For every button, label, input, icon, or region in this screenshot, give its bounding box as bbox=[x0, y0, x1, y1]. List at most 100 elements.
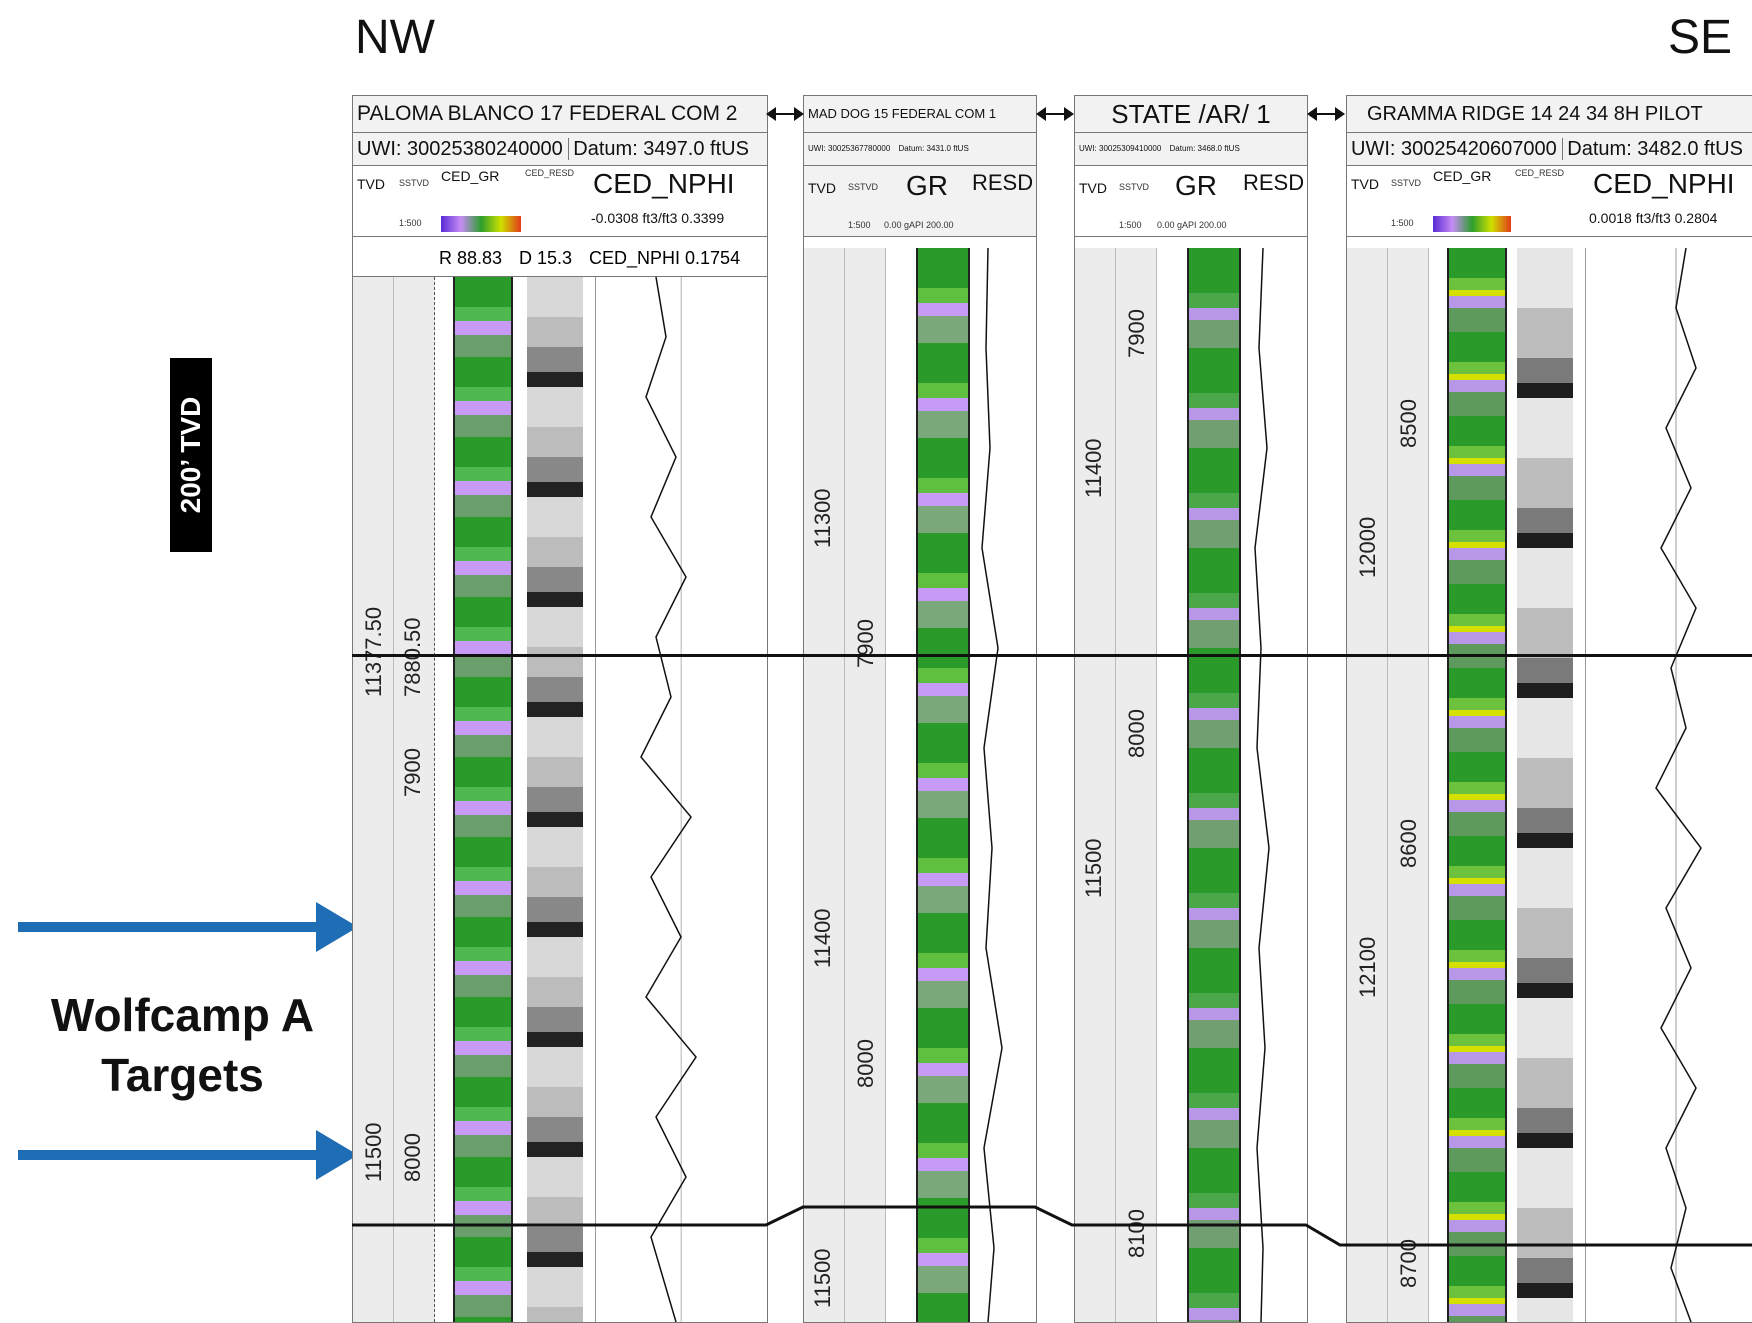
log-tracks: 11400 11500 7900 8000 8100 bbox=[1075, 247, 1307, 1322]
sstvd-track-label: SSTVD bbox=[848, 182, 879, 192]
well-uwi-datum: UWI: 30025309410000 Datum: 3468.0 ftUS bbox=[1075, 133, 1307, 166]
target-arrow-lower bbox=[18, 1130, 358, 1180]
sstvd-track-label: SSTVD bbox=[1119, 182, 1150, 192]
readout-res: D 15.3 bbox=[519, 248, 573, 268]
res-curve bbox=[1254, 247, 1270, 1322]
depth-scale-label: 1:500 bbox=[848, 220, 871, 230]
gr-log-track bbox=[916, 248, 970, 1322]
tvd-track-label: TVD bbox=[1079, 180, 1107, 196]
track-header-row: TVD SSTVD 1:500 CED_GR CED_RESD CED_NPHI… bbox=[353, 166, 767, 237]
tvd-track-label: TVD bbox=[808, 180, 836, 196]
well-connector bbox=[766, 107, 804, 121]
tvd-tick-label: 11377.50 bbox=[361, 606, 386, 697]
well-uwi: UWI: 30025380240000 bbox=[357, 138, 563, 160]
tvd-tick-label: 11500 bbox=[361, 1122, 386, 1182]
well-uwi: UWI: 30025367780000 bbox=[808, 144, 891, 153]
tvd-scale-bar: 200’ TVD bbox=[170, 358, 212, 552]
log-tracks: 11300 11400 11500 7900 8000 bbox=[804, 247, 1036, 1322]
well-panel-gramma-ridge[interactable]: GRAMMA RIDGE 14 24 34 8H PILOT UWI: 3002… bbox=[1346, 95, 1752, 1323]
well-name: STATE /AR/ 1 bbox=[1075, 96, 1307, 133]
target-label-line1: Wolfcamp A bbox=[50, 989, 315, 1041]
gr-color-scale bbox=[441, 216, 521, 232]
track-header-row: TVD SSTVD 1:500 CED_GR CED_RESD CED_NPHI… bbox=[1347, 166, 1752, 237]
correlation-top-lower bbox=[352, 1205, 1752, 1247]
sstvd-tick-label: 8600 bbox=[1396, 819, 1421, 868]
log-tracks: 11377.50 11500 7880.50 7900 8000 bbox=[353, 276, 767, 1322]
gr-track-label: GR bbox=[906, 170, 948, 201]
gr-log-track bbox=[1447, 248, 1507, 1322]
gr-log-track bbox=[1187, 248, 1241, 1322]
nphi-curve bbox=[1655, 247, 1702, 1322]
wolfcamp-target-label: Wolfcamp A Targets bbox=[20, 985, 345, 1105]
res-track-label: RESD bbox=[1243, 170, 1305, 195]
nphi-range-label: -0.0308 ft3/ft3 0.3399 bbox=[591, 210, 725, 226]
gr-track-label: CED_GR bbox=[1433, 168, 1492, 184]
gr-track-label: CED_GR bbox=[441, 168, 500, 184]
tvd-depth-track: 11377.50 11500 bbox=[353, 277, 394, 1322]
nphi-log-track bbox=[595, 276, 767, 1322]
depth-scale-label: 1:500 bbox=[1391, 218, 1414, 228]
target-label-line2: Targets bbox=[101, 1049, 264, 1101]
sstvd-tick-label: 7900 bbox=[1124, 309, 1149, 358]
cursor-readout: R 88.83 D 15.3 CED_NPHI 0.1754 bbox=[353, 248, 767, 277]
well-uwi: UWI: 30025309410000 bbox=[1079, 144, 1162, 153]
res-track-label: RESD bbox=[972, 170, 1034, 195]
direction-nw-label: NW bbox=[355, 11, 435, 64]
well-datum: Datum: 3468.0 ftUS bbox=[1169, 144, 1240, 153]
tvd-tick-label: 11400 bbox=[810, 908, 835, 968]
nphi-track-label: CED_NPHI bbox=[1593, 168, 1735, 199]
tvd-track-label: TVD bbox=[357, 176, 385, 192]
sstvd-depth-track: 7900 8000 8100 bbox=[1116, 248, 1157, 1322]
depth-scale-label: 1:500 bbox=[399, 218, 422, 228]
sstvd-tick-label: 8000 bbox=[1124, 709, 1149, 758]
tvd-tick-label: 12100 bbox=[1355, 936, 1380, 998]
sstvd-depth-track: 7900 8000 bbox=[845, 248, 886, 1322]
track-header-row: TVD SSTVD 1:500 GR 0.00 gAPI 200.00 RESD bbox=[804, 166, 1036, 237]
gr-range-label: 0.00 gAPI 200.00 bbox=[1157, 220, 1227, 230]
well-name: PALOMA BLANCO 17 FEDERAL COM 2 bbox=[353, 96, 767, 133]
correlation-top-upper bbox=[352, 654, 1752, 657]
sstvd-track-label: SSTVD bbox=[1391, 178, 1422, 188]
readout-gr: R 88.83 bbox=[439, 248, 503, 268]
readout-nphi: CED_NPHI 0.1754 bbox=[589, 248, 741, 268]
well-uwi-datum: UWI: 30025420607000 Datum: 3482.0 ftUS bbox=[1347, 133, 1752, 166]
sstvd-track-label: SSTVD bbox=[399, 178, 430, 188]
tvd-tick-label: 11400 bbox=[1081, 438, 1106, 498]
sstvd-depth-track: 8500 8600 8700 bbox=[1388, 248, 1429, 1322]
sstvd-tick-label: 7900 bbox=[400, 748, 425, 797]
nphi-curve bbox=[640, 276, 697, 1322]
gr-range-label: 0.00 gAPI 200.00 bbox=[884, 220, 954, 230]
log-tracks: 12000 12100 8500 8600 8700 bbox=[1347, 247, 1752, 1322]
gr-log-track bbox=[453, 277, 513, 1322]
well-datum: Datum: 3482.0 ftUS bbox=[1562, 138, 1743, 160]
well-datum: Datum: 3431.0 ftUS bbox=[898, 144, 969, 153]
tvd-scale-label: 200’ TVD bbox=[175, 396, 206, 514]
tvd-tick-label: 11300 bbox=[810, 488, 835, 548]
gr-color-scale bbox=[1433, 216, 1511, 232]
nphi-log-track bbox=[1585, 247, 1752, 1322]
well-uwi-datum: UWI: 30025367780000 Datum: 3431.0 ftUS bbox=[804, 133, 1036, 166]
res-track-label: CED_RESD bbox=[1515, 168, 1565, 178]
well-datum: Datum: 3497.0 ftUS bbox=[568, 138, 749, 160]
resistivity-log-track bbox=[527, 277, 583, 1322]
target-arrow-upper bbox=[18, 902, 358, 952]
sstvd-tick-label: 7880.50 bbox=[400, 617, 425, 697]
well-panel-state-ar[interactable]: STATE /AR/ 1 UWI: 30025309410000 Datum: … bbox=[1074, 95, 1308, 1323]
gr-track-label: GR bbox=[1175, 170, 1217, 201]
sstvd-tick-label: 8000 bbox=[400, 1133, 425, 1182]
well-name: GRAMMA RIDGE 14 24 34 8H PILOT bbox=[1347, 96, 1752, 133]
tvd-tick-label: 11500 bbox=[810, 1248, 835, 1308]
res-track-label: CED_RESD bbox=[525, 168, 575, 178]
sstvd-depth-track: 7880.50 7900 8000 bbox=[394, 277, 435, 1322]
depth-scale-label: 1:500 bbox=[1119, 220, 1142, 230]
resistivity-log-track bbox=[1517, 248, 1573, 1322]
track-header-row: TVD SSTVD 1:500 GR 0.00 gAPI 200.00 RESD bbox=[1075, 166, 1307, 237]
well-name: MAD DOG 15 FEDERAL COM 1 bbox=[804, 96, 1036, 133]
well-uwi: UWI: 30025420607000 bbox=[1351, 138, 1557, 160]
well-panel-mad-dog[interactable]: MAD DOG 15 FEDERAL COM 1 UWI: 3002536778… bbox=[803, 95, 1037, 1323]
well-panel-paloma-blanco[interactable]: PALOMA BLANCO 17 FEDERAL COM 2 UWI: 3002… bbox=[352, 95, 768, 1323]
nphi-range-label: 0.0018 ft3/ft3 0.2804 bbox=[1589, 210, 1718, 226]
res-curve bbox=[981, 247, 1003, 1322]
well-uwi-datum: UWI: 30025380240000 Datum: 3497.0 ftUS bbox=[353, 133, 767, 166]
well-connector bbox=[1036, 107, 1074, 121]
